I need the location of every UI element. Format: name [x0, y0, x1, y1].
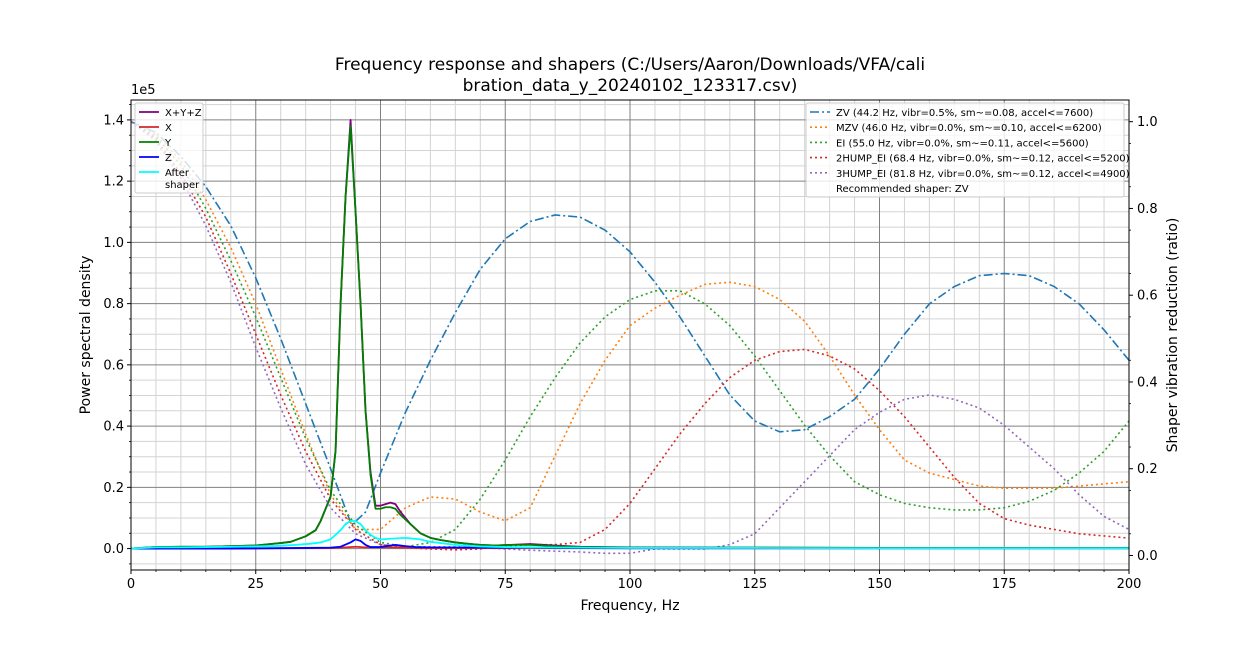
x-axis-ticks: 0 25 50 75 100 125 150 175 200	[127, 570, 1142, 592]
x-axis-label: Frequency, Hz	[580, 598, 679, 614]
y-tick-label: 0.2	[103, 481, 124, 496]
y2-axis-label: Shaper vibration reduction (ratio)	[1165, 218, 1181, 453]
y2-tick-label: 0.4	[1137, 375, 1158, 390]
x-tick-label: 100	[618, 577, 643, 592]
y-tick-label: 0.0	[103, 542, 124, 557]
psd-legend-label-4: After	[165, 168, 190, 179]
chart-title-line1: Frequency response and shapers (C:/Users…	[335, 55, 925, 75]
psd-line-2	[130, 125, 1129, 550]
shaper-legend-label-0: ZV (44.2 Hz, vibr=0.5%, sm~=0.08, accel<…	[836, 108, 1093, 119]
psd-legend-box	[134, 102, 204, 194]
y2-tick-label: 0.6	[1137, 289, 1158, 304]
y-tick-label: 0.6	[103, 358, 124, 373]
y-axis-multiplier: 1e5	[131, 83, 156, 98]
shaper-legend-label-3: 2HUMP_EI (68.4 Hz, vibr=0.0%, sm~=0.12, …	[836, 154, 1130, 165]
shaper-line-2	[130, 121, 1130, 548]
psd-legend-label-3: Z	[165, 153, 172, 164]
shaper-line-1	[130, 120, 1130, 531]
x-tick-label: 175	[992, 577, 1017, 592]
y2-tick-label: 0.8	[1137, 202, 1158, 217]
shaper-legend-label-1: MZV (46.0 Hz, vibr=0.0%, sm~=0.10, accel…	[836, 123, 1102, 134]
y-tick-label: 1.2	[103, 175, 124, 190]
shaper-line-4	[130, 121, 1130, 555]
y-tick-label: 1.4	[103, 113, 124, 128]
shaper-legend-label-4: 3HUMP_EI (81.8 Hz, vibr=0.0%, sm~=0.12, …	[836, 169, 1130, 180]
y-axis-label: Power spectral density	[78, 256, 94, 415]
psd-legend-label-0: X+Y+Z	[165, 108, 202, 119]
x-tick-label: 0	[127, 577, 135, 592]
y-axis-ticks: 0.0 0.2 0.4 0.6 0.8 1.0 1.2 1.4	[103, 104, 131, 565]
shaper-legend-box	[805, 102, 1125, 198]
y2-tick-label: 0.2	[1137, 462, 1158, 477]
y-tick-label: 1.0	[103, 236, 124, 251]
psd-curves	[130, 119, 1129, 550]
recommended-shaper-label: Recommended shaper: ZV	[836, 184, 969, 195]
x-tick-label: 150	[867, 577, 892, 592]
y2-tick-label: 0.0	[1137, 549, 1158, 564]
psd-legend-label-2: Y	[164, 138, 172, 149]
x-tick-label: 125	[742, 577, 767, 592]
psd-legend-label-4: shaper	[165, 180, 200, 191]
x-tick-label: 25	[247, 577, 264, 592]
shaper-legend: ZV (44.2 Hz, vibr=0.5%, sm~=0.08, accel<…	[805, 102, 1130, 198]
x-tick-label: 200	[1117, 577, 1142, 592]
shaper-line-0	[130, 120, 1130, 527]
y2-tick-label: 1.0	[1137, 115, 1158, 130]
psd-legend-label-1: X	[165, 123, 172, 134]
shaper-curves	[130, 120, 1130, 555]
x-tick-label: 75	[497, 577, 514, 592]
y-tick-label: 0.4	[103, 420, 124, 435]
x-tick-label: 50	[372, 577, 389, 592]
chart-title-line2: bration_data_y_20240102_123317.csv)	[463, 76, 798, 96]
shaper-legend-label-2: EI (55.0 Hz, vibr=0.0%, sm~=0.11, accel<…	[836, 138, 1089, 149]
y2-axis-ticks: 0.0 0.2 0.4 0.6 0.8 1.0	[1129, 115, 1158, 564]
shaper-line-3	[130, 121, 1130, 551]
psd-line-4	[130, 520, 1129, 550]
y-tick-label: 0.8	[103, 297, 124, 312]
